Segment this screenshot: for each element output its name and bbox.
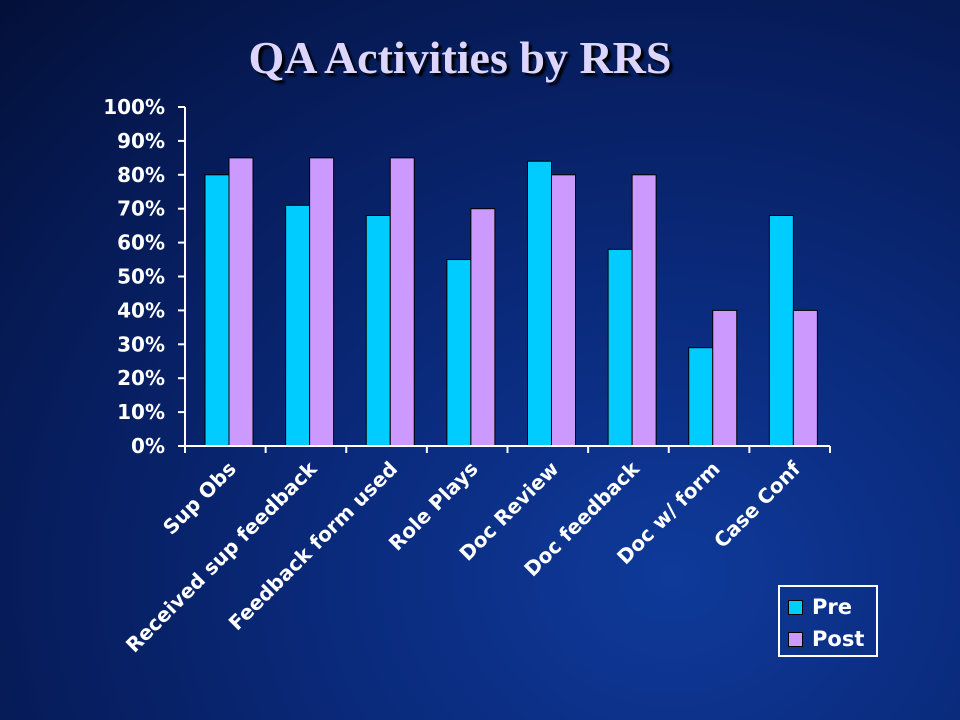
legend-swatch-post [788,632,803,647]
bar-post-0 [229,158,253,446]
x-category-label: Sup Obs [158,457,241,540]
y-tick-label: 90% [117,129,165,153]
x-category-label: Case Conf [709,456,805,552]
y-tick-label: 10% [117,400,165,424]
y-tick-label: 20% [117,366,165,390]
bar-pre-0 [205,175,229,446]
y-tick-label: 30% [117,332,165,356]
legend-label-pre: Pre [812,595,852,619]
bar-post-6 [713,310,737,446]
y-tick-label: 100% [103,95,165,119]
y-tick-label: 60% [117,231,165,255]
bar-post-7 [793,310,817,446]
bar-pre-7 [769,215,793,446]
y-tick-label: 80% [117,163,165,187]
legend-swatch-pre [788,600,803,615]
bar-post-2 [390,158,414,446]
y-tick-label: 0% [131,434,165,458]
bar-post-5 [632,175,656,446]
legend-item-post: Post [788,627,864,651]
bar-pre-1 [286,205,310,446]
slide: QA Activities by RRS 0% 10% 20% 30% 40% 50% 60… [0,0,960,720]
bar-pre-2 [366,215,390,446]
y-tick-label: 40% [117,298,165,322]
y-tick-label: 70% [117,197,165,221]
bar-post-4 [552,175,576,446]
bar-pre-6 [689,348,713,446]
y-tick-label: 50% [117,265,165,289]
x-category-label: Feedback form used [224,457,402,635]
legend-item-pre: Pre [788,595,852,619]
bar-post-3 [471,209,495,446]
chart-legend: Pre Post [778,585,878,657]
legend-label-post: Post [812,627,864,651]
bar-pre-4 [528,161,552,446]
bar-pre-3 [447,260,471,446]
bar-post-1 [310,158,334,446]
bars-layer [205,158,817,446]
bar-pre-5 [608,249,632,446]
